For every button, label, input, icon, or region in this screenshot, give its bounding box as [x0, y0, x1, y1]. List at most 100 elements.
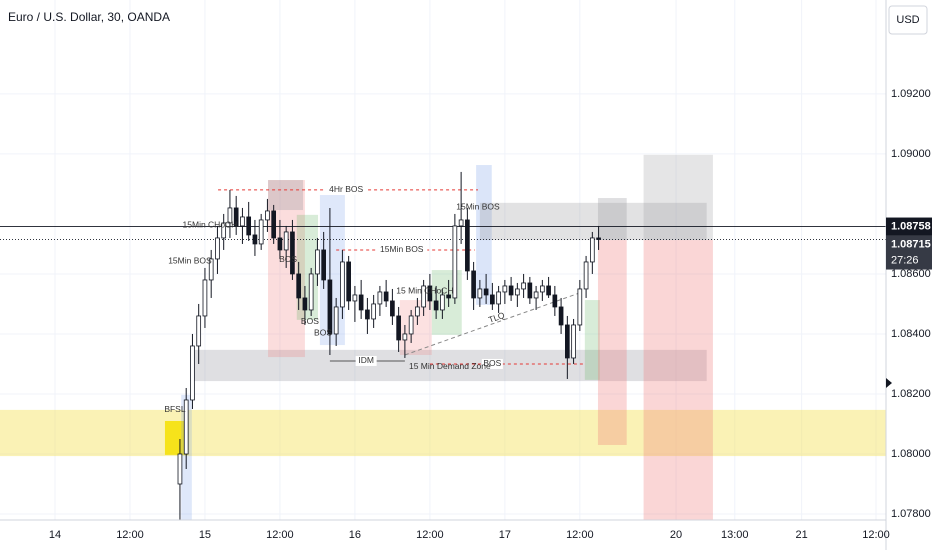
candle-body	[433, 300, 439, 311]
candle-body	[190, 345, 195, 401]
candle-body	[358, 294, 364, 311]
x-tick-label: 14	[49, 529, 61, 541]
y-tick-label: 1.08000	[891, 448, 931, 460]
x-tick-label: 13:00	[721, 529, 749, 541]
zone	[584, 300, 600, 380]
zone	[597, 240, 627, 445]
candle-body	[521, 282, 526, 290]
candle-body	[252, 234, 258, 245]
last-price-tag-label: 1.08715	[891, 238, 931, 250]
candle-body	[296, 273, 302, 299]
currency-button[interactable]	[888, 5, 928, 35]
candle-body	[277, 237, 283, 251]
zone	[643, 240, 713, 520]
level-label: IDM	[358, 355, 374, 365]
x-tick-label: 17	[499, 529, 511, 541]
x-tick-label: 20	[670, 529, 682, 541]
candle-body	[246, 216, 252, 236]
x-tick-label: 12:00	[116, 529, 144, 541]
trendline	[404, 292, 581, 356]
x-tick-label: 12:00	[862, 529, 890, 541]
candle-body	[465, 219, 470, 272]
x-tick-label: 16	[349, 529, 361, 541]
level-label-bg	[481, 358, 503, 369]
candle-body	[240, 216, 245, 227]
x-tick-label: 12:00	[416, 529, 444, 541]
candle-body	[396, 315, 401, 341]
scroll-arrow	[886, 378, 892, 388]
candle-body	[515, 288, 520, 296]
candle-body	[571, 324, 576, 359]
candle-body	[352, 294, 358, 302]
countdown-label: 27:26	[891, 254, 919, 266]
level-label: 15Min BOS	[380, 244, 424, 254]
candle-body	[177, 453, 183, 485]
candle-body	[321, 249, 326, 281]
level-label-bg	[325, 184, 367, 195]
candle-body	[183, 399, 189, 455]
candle-body	[202, 279, 208, 317]
candle-body	[546, 285, 551, 296]
x-tick-label: 21	[796, 529, 808, 541]
annotation: 15 Min Demand Zone	[409, 361, 491, 371]
x-tick-label: 15	[199, 529, 211, 541]
zone	[476, 165, 492, 305]
candle-body	[340, 261, 345, 308]
candle-body	[565, 324, 570, 359]
price-line-tag-label: 1.08758	[891, 220, 931, 232]
candle-body	[533, 291, 539, 299]
candle-body	[496, 291, 501, 305]
candle-body	[390, 300, 395, 317]
candle-body	[452, 225, 458, 299]
candle-body	[302, 297, 308, 311]
candle-body	[383, 291, 389, 302]
zone	[597, 198, 627, 241]
axes: 1.09200 1.09000 1.08600 1.08400 1.08200 1.080…	[49, 88, 932, 541]
candle-body	[327, 279, 333, 335]
x-tick-label: 12:00	[566, 529, 594, 541]
candle-body	[458, 219, 464, 227]
candle-body	[371, 303, 376, 320]
candle-body	[446, 294, 451, 299]
zone	[189, 349, 707, 382]
candle-body	[377, 291, 383, 305]
zone	[479, 202, 707, 241]
candle-body	[233, 207, 239, 227]
candle-body	[421, 285, 426, 308]
candle-body	[408, 315, 414, 335]
zone	[296, 214, 319, 320]
candle-body	[415, 306, 420, 317]
candle-body	[333, 306, 339, 335]
candle-body	[577, 288, 583, 326]
annotation: BFSL	[164, 404, 186, 414]
candle-body	[589, 237, 595, 263]
level-label-bg	[355, 355, 377, 366]
annotation: 15Min BOS	[168, 255, 212, 265]
candle-body	[308, 273, 314, 311]
candle-body	[502, 285, 508, 293]
zone	[164, 420, 189, 455]
candle-body	[471, 270, 476, 299]
y-tick-label: 1.08600	[891, 268, 931, 280]
candle-body	[552, 294, 558, 308]
y-tick-label: 1.09000	[891, 148, 931, 160]
level-label-bg	[376, 244, 428, 255]
annotation: 15 Min CHoCH	[396, 285, 453, 295]
candle-body	[490, 294, 495, 305]
candle-body	[271, 210, 277, 239]
candle-body	[208, 258, 214, 281]
annotation: 15Min CHoCH	[183, 219, 238, 229]
candle-body	[477, 288, 483, 299]
candle-body	[346, 261, 351, 302]
candle-body	[440, 294, 445, 311]
candle-body	[365, 309, 370, 320]
candle-body	[527, 282, 533, 299]
zone	[643, 154, 713, 241]
candle-body	[508, 285, 514, 296]
candle-body	[221, 222, 227, 239]
annotation: BOS	[279, 254, 297, 264]
candle-body	[227, 207, 233, 224]
currency-button-label[interactable]: USD	[896, 14, 919, 26]
